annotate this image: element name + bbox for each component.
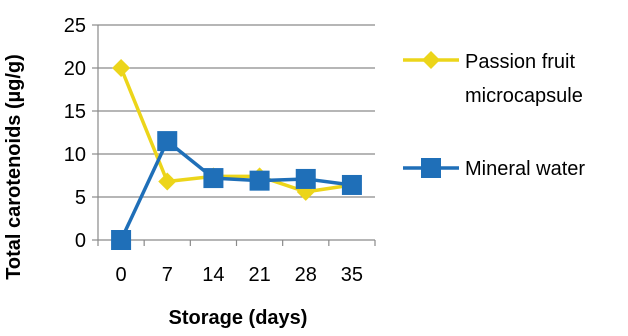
x-tick-label: 7 <box>162 264 173 286</box>
x-tick-label: 28 <box>295 264 317 286</box>
x-tick-label: 21 <box>248 264 270 286</box>
y-tick-label: 10 <box>64 144 86 166</box>
legend: Passion fruit microcapsule Mineral water <box>403 51 585 180</box>
legend-passion-fruit-label: Passion fruit <box>465 51 575 73</box>
x-tick-label: 0 <box>116 264 127 286</box>
passion-fruit-point <box>158 172 177 191</box>
x-axis-title: Storage (days) <box>169 307 308 329</box>
y-tick-label: 20 <box>64 58 86 80</box>
legend-mineral-water-marker <box>421 158 441 178</box>
legend-mineral-water-label: Mineral water <box>465 158 585 180</box>
gridlines <box>98 24 375 198</box>
passion-fruit-point <box>112 59 131 77</box>
series-plot-area <box>111 59 362 250</box>
legend-passion-fruit-marker <box>422 51 440 69</box>
y-tick-label: 15 <box>64 101 86 123</box>
mineral-water-point <box>249 170 270 191</box>
x-tick-label: 14 <box>202 264 224 286</box>
y-axis-title: Total carotenoids (µg/g) <box>3 54 25 280</box>
y-tick-label: 5 <box>75 187 86 209</box>
mineral-water-point <box>341 174 362 195</box>
x-tick-label: 35 <box>341 264 363 286</box>
mineral-water-point <box>111 230 132 250</box>
axes <box>92 24 376 246</box>
mineral-water-point <box>295 168 316 189</box>
legend-passion-fruit-label: microcapsule <box>465 85 583 107</box>
mineral-water-point <box>157 131 178 152</box>
mineral-water-point <box>203 168 224 189</box>
y-tick-label: 25 <box>64 15 86 37</box>
tick-labels: 0 5 10 15 20 25 0 7 14 21 28 35 <box>64 15 363 286</box>
passion-fruit-line <box>119 67 353 194</box>
y-tick-label: 0 <box>75 230 86 252</box>
